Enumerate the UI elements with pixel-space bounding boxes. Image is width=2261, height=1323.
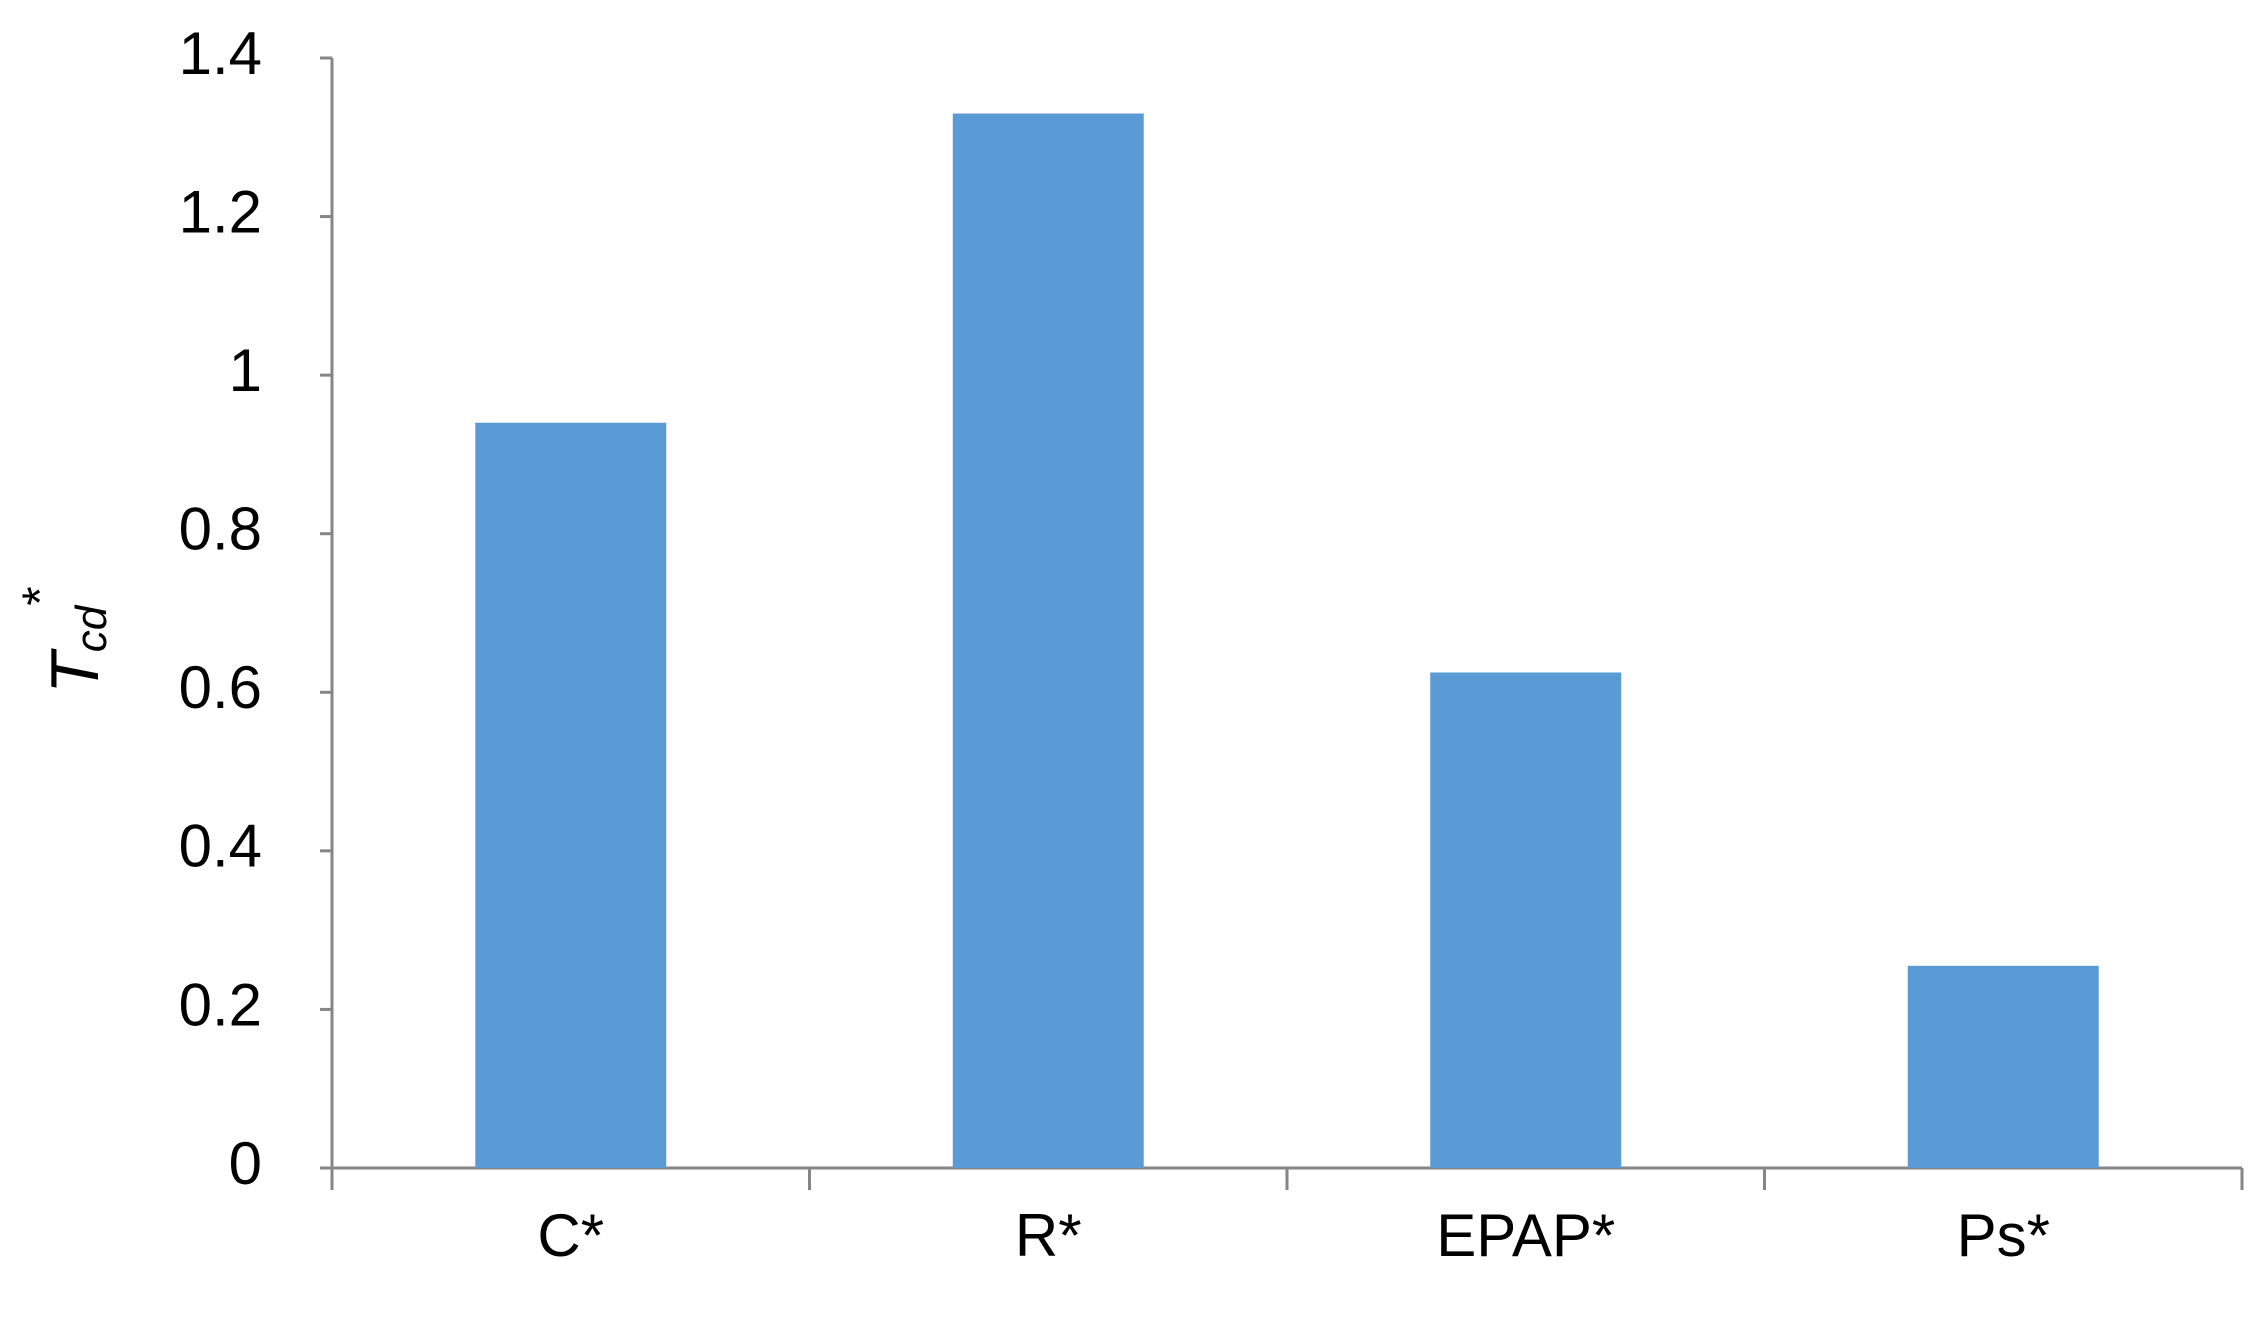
y-tick-label: 0.2 — [179, 971, 262, 1038]
bar — [475, 422, 667, 1168]
x-tick-label: Ps* — [1957, 1202, 2050, 1269]
y-label-main: T — [37, 648, 113, 694]
y-tick-label: 0.6 — [179, 654, 262, 721]
y-axis-label: Tcd* — [12, 586, 115, 694]
y-tick-label: 1 — [229, 337, 262, 404]
x-tick-label: C* — [537, 1202, 604, 1269]
y-label-sup: * — [12, 586, 68, 605]
y-tick-label: 0 — [229, 1130, 262, 1197]
y-tick-label: 1.4 — [179, 20, 262, 87]
bar — [1907, 965, 2099, 1168]
y-tick-label: 0.4 — [179, 813, 262, 880]
x-tick-label: R* — [1015, 1202, 1082, 1269]
bar — [1430, 672, 1622, 1168]
bar — [952, 113, 1144, 1168]
y-label-sub: cd — [67, 604, 116, 652]
y-tick-label: 0.8 — [179, 496, 262, 563]
y-tick-label: 1.2 — [179, 178, 262, 245]
x-tick-label: EPAP* — [1436, 1202, 1615, 1269]
